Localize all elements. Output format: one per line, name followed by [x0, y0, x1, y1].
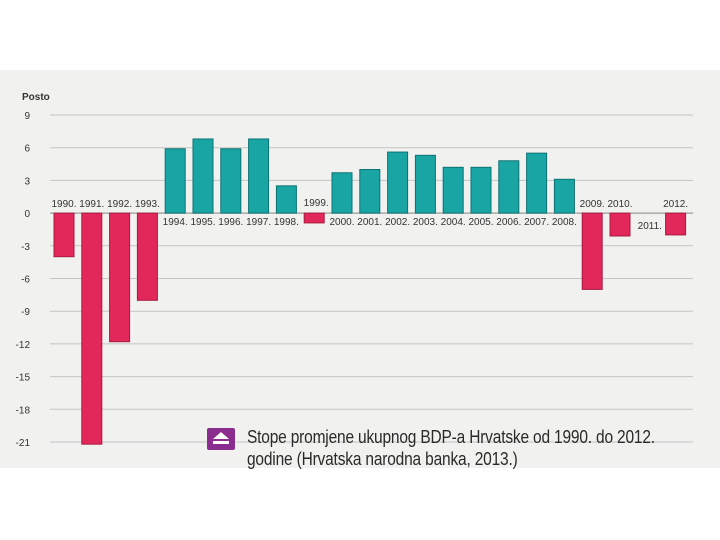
bar-2010 [609, 212, 631, 237]
bar-2005 [470, 166, 492, 214]
category-label: 2005. [468, 217, 493, 228]
bar-2012 [665, 212, 687, 236]
category-label: 1990. [51, 199, 76, 210]
y-tick-label: -12 [16, 340, 31, 351]
category-label: 2009. [580, 199, 605, 210]
bar-2001 [359, 169, 381, 214]
caption-line-1: Stope promjene ukupnog BDP-a Hrvatske od… [247, 427, 655, 447]
category-label: 1992. [107, 199, 132, 210]
category-labels: 1990. 1991. 1992. 1993.1994. 1995. 1996. 1997.… [51, 198, 688, 232]
bar-2009 [581, 212, 603, 290]
category-label: 2006. [496, 217, 521, 228]
category-label: 2002. [385, 217, 410, 228]
y-tick-label: -3 [21, 242, 30, 253]
bar-2000 [331, 172, 353, 214]
y-tick-label: -6 [21, 275, 30, 286]
y-tick-label: -21 [16, 438, 31, 449]
bar-1993 [136, 212, 158, 301]
category-label: 2000. [329, 217, 354, 228]
y-tick-label: 3 [24, 176, 30, 187]
category-label: 2011. [638, 221, 662, 232]
bar-1995 [192, 138, 214, 214]
bar-2007 [526, 152, 548, 214]
bar-2002 [387, 151, 409, 214]
category-label: 2008. [552, 217, 577, 228]
category-label: 2004. [441, 217, 466, 228]
category-label: 2001. [357, 217, 382, 228]
bars [53, 138, 687, 445]
bar-1996 [220, 148, 242, 214]
upload-arrow-icon [207, 428, 235, 450]
bar-1992 [109, 212, 131, 343]
y-tick-label: -18 [16, 405, 31, 416]
y-tick-label: -15 [16, 373, 31, 384]
category-label: 1997. [246, 217, 271, 228]
bar-2003 [414, 154, 436, 214]
bar-1999 [303, 212, 325, 224]
y-axis-unit-label: Posto [22, 92, 50, 103]
bar-2008 [553, 178, 575, 214]
bar-2006 [498, 160, 520, 214]
caption-line-2: godine (Hrvatska narodna banka, 2013.) [247, 449, 518, 469]
bar-2004 [442, 166, 464, 214]
category-label: 1993. [135, 199, 160, 210]
bar-1994 [164, 148, 186, 214]
category-label: 2007. [524, 217, 549, 228]
y-axis: 9 6 3 0 -3 -6 -9 -12 -15 -18 -21 [16, 111, 31, 449]
bar-1998 [275, 185, 297, 214]
bar-1991 [81, 212, 103, 445]
category-label: 2010. [607, 199, 632, 210]
bar-1997 [248, 138, 270, 214]
category-label: 1991. [79, 199, 104, 210]
y-tick-label: 0 [24, 209, 30, 220]
bar-1990 [53, 212, 75, 258]
chart-figure: 9 6 3 0 -3 -6 -9 -12 -15 -18 -21 Posto 1990. 1991. 1… [0, 70, 720, 469]
category-label: 1999. [304, 198, 329, 209]
category-label: 2012. [663, 199, 688, 210]
category-label: 2003. [413, 217, 438, 228]
y-tick-label: 9 [24, 111, 30, 122]
category-label: 1994. [163, 217, 188, 228]
category-label: 1995. [190, 217, 215, 228]
y-tick-label: -9 [21, 307, 30, 318]
category-label: 1996. [218, 217, 243, 228]
y-tick-label: 6 [24, 144, 30, 155]
category-label: 1998. [274, 217, 299, 228]
